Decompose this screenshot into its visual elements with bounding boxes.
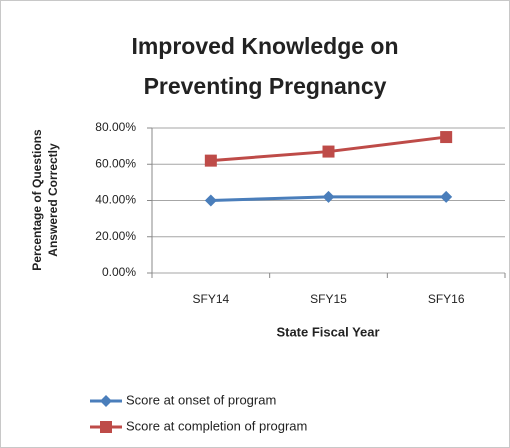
x-tick-label: SFY16 bbox=[428, 292, 465, 306]
marker bbox=[100, 395, 112, 407]
y-tick-label: 0.00% bbox=[102, 265, 136, 279]
marker bbox=[204, 154, 217, 167]
x-tick-label: SFY14 bbox=[192, 292, 229, 306]
y-tick-label: 40.00% bbox=[95, 193, 136, 207]
marker bbox=[440, 131, 453, 144]
marker bbox=[322, 145, 335, 158]
chart-title: Preventing Pregnancy bbox=[144, 73, 387, 99]
marker bbox=[440, 190, 453, 203]
marker bbox=[322, 190, 335, 203]
y-axis-title-line: Answered Correctly bbox=[46, 143, 60, 257]
x-tick-label: SFY15 bbox=[310, 292, 347, 306]
y-axis-title: Percentage of Questions Answered Correct… bbox=[30, 129, 60, 271]
y-tick-label: 20.00% bbox=[95, 229, 136, 243]
y-tick-label: 60.00% bbox=[95, 156, 136, 170]
legend-label: Score at completion of program bbox=[126, 418, 307, 433]
x-axis-title: State Fiscal Year bbox=[276, 324, 379, 339]
y-axis-title-line: Percentage of Questions bbox=[30, 129, 44, 271]
chart-title: Improved Knowledge on bbox=[131, 33, 398, 59]
marker bbox=[204, 194, 217, 207]
y-tick-label: 80.00% bbox=[95, 120, 136, 134]
legend-label: Score at onset of program bbox=[126, 392, 276, 407]
marker bbox=[100, 421, 112, 433]
